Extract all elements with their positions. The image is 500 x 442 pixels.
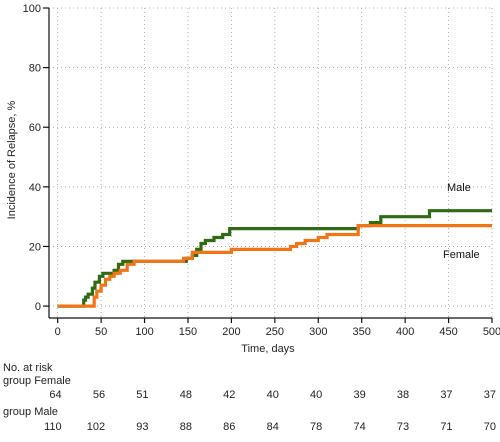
risk-value: 37 — [484, 389, 496, 401]
x-tick-label: 450 — [439, 326, 457, 338]
risk-value: 37 — [440, 389, 452, 401]
x-tick-label: 200 — [222, 326, 240, 338]
risk-value: 84 — [267, 421, 279, 433]
risk-value: 40 — [267, 389, 279, 401]
axes — [48, 8, 492, 319]
x-tick-label: 150 — [179, 326, 197, 338]
series — [57, 209, 492, 308]
risk-value: 71 — [440, 421, 452, 433]
x-tick-label: 250 — [266, 326, 284, 338]
risk-value: 74 — [353, 421, 365, 433]
risk-value: 56 — [93, 389, 105, 401]
x-tick-label: 400 — [396, 326, 414, 338]
y-tick-label: 20 — [29, 241, 41, 253]
y-tick-label: 80 — [29, 63, 41, 75]
x-tick-label: 100 — [135, 326, 153, 338]
x-tick-label: 500 — [483, 326, 500, 338]
x-tick-label: 300 — [309, 326, 327, 338]
risk-value: 42 — [223, 389, 235, 401]
risk-table: No. at risk group Female group Male 64 56… — [3, 362, 496, 433]
risk-value: 70 — [484, 421, 496, 433]
risk-group-male-label: group Male — [3, 406, 58, 418]
y-tick-label: 60 — [29, 122, 41, 134]
risk-table-header: No. at risk — [3, 362, 53, 374]
series-line-female — [57, 224, 492, 308]
risk-group-female-label: group Female — [3, 375, 71, 387]
risk-value: 78 — [310, 421, 322, 433]
risk-value: 40 — [310, 389, 322, 401]
risk-value: 38 — [397, 389, 409, 401]
risk-value: 88 — [180, 421, 192, 433]
risk-value: 73 — [397, 421, 409, 433]
y-axis-title: Incidence of Relapse, % — [6, 100, 18, 219]
risk-value: 48 — [180, 389, 192, 401]
risk-value: 93 — [136, 421, 148, 433]
x-tick-label: 0 — [55, 326, 61, 338]
risk-value: 64 — [49, 389, 61, 401]
risk-value: 86 — [223, 421, 235, 433]
risk-value: 110 — [44, 421, 62, 433]
ticks: 0 20 40 60 80 100 0 50 100 150 200 250 300 350 400 450 5… — [23, 3, 500, 338]
y-tick-label: 40 — [29, 182, 41, 194]
risk-value: 51 — [136, 389, 148, 401]
x-axis-title: Time, days — [241, 343, 295, 355]
risk-value: 102 — [87, 421, 105, 433]
risk-value: 39 — [353, 389, 365, 401]
y-tick-label: 100 — [23, 3, 41, 15]
y-tick-label: 0 — [35, 301, 41, 313]
x-tick-label: 50 — [95, 326, 107, 338]
annotation-female: Female — [443, 249, 480, 261]
x-tick-label: 350 — [353, 326, 371, 338]
annotation-male: Male — [447, 182, 471, 194]
